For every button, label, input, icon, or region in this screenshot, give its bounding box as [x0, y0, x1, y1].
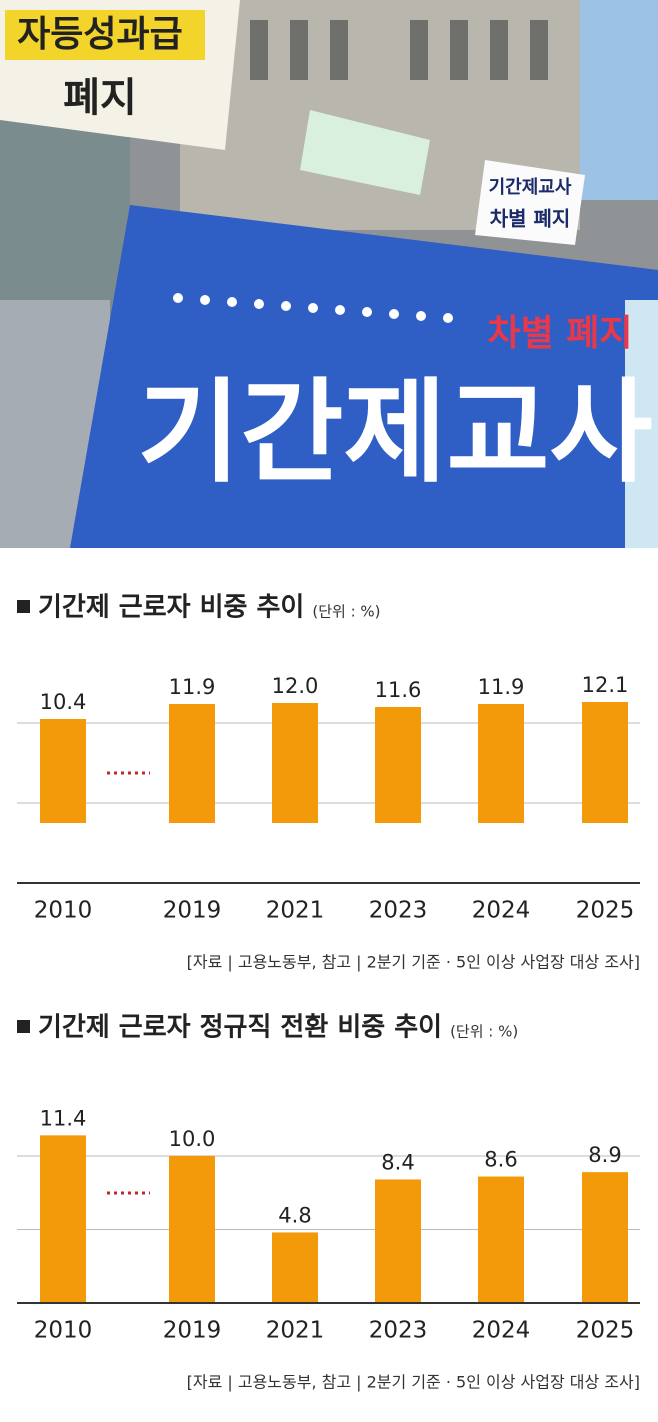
title-marker	[17, 600, 30, 613]
bar	[272, 703, 318, 823]
bar	[169, 1155, 215, 1303]
chart-title: 기간제 근로자 비중 추이	[38, 593, 304, 623]
x-tick-label: 2021	[266, 1318, 325, 1344]
sign-center	[300, 110, 430, 195]
value-label: 11.4	[40, 1106, 87, 1130]
value-label: 8.4	[381, 1150, 414, 1174]
bar	[478, 704, 524, 823]
unit: (단위 : %)	[450, 1023, 518, 1041]
x-tick-label: 2025	[576, 898, 635, 924]
value-label: 12.0	[272, 674, 319, 698]
banner-panel	[625, 300, 658, 548]
bar	[582, 702, 628, 823]
chart-title: 기간제 근로자 정규직 전환 비중 추이	[38, 1013, 442, 1043]
x-tick-label: 2010	[34, 1318, 93, 1344]
x-tick-label: 2023	[369, 1318, 428, 1344]
bar	[40, 719, 86, 823]
value-label: 10.0	[169, 1127, 216, 1151]
banner-text: 기간제교사	[137, 368, 652, 498]
bar	[478, 1176, 524, 1303]
x-tick-label: 2025	[576, 1318, 635, 1344]
chart: 기간제 근로자 비중 추이 (단위 : %) 10.4 2010 11.9 2019 12.…	[17, 593, 640, 972]
value-label: 10.4	[40, 690, 87, 714]
building-windows	[250, 20, 548, 80]
value-label: 11.6	[375, 678, 422, 702]
sign-text: 기간제교사	[489, 177, 572, 198]
unit: (단위 : %)	[312, 603, 380, 621]
x-tick-label: 2023	[369, 898, 428, 924]
bar	[40, 1135, 86, 1303]
bar	[582, 1172, 628, 1303]
sign-text: 폐지	[63, 75, 137, 121]
bar	[169, 704, 215, 823]
bar	[375, 707, 421, 823]
chart: 기간제 근로자 정규직 전환 비중 추이 (단위 : %) 11.4 2010 10.0…	[17, 1013, 640, 1392]
value-label: 8.6	[484, 1148, 517, 1172]
sign-right	[475, 160, 585, 245]
x-tick-label: 2021	[266, 898, 325, 924]
x-tick-label: 2019	[163, 1318, 222, 1344]
sign-text: 자등성과급	[17, 14, 183, 55]
x-tick-label: 2024	[472, 898, 531, 924]
banner	[70, 205, 658, 548]
title-marker	[17, 1020, 30, 1033]
value-label: 4.8	[278, 1203, 311, 1227]
x-tick-label: 2019	[163, 898, 222, 924]
photo: 기간제교사 차별 폐지 자등성과급 폐지 기간제교사 차별 폐지	[0, 0, 658, 548]
x-tick-label: 2024	[472, 1318, 531, 1344]
banner-dots	[173, 293, 453, 323]
bar	[375, 1179, 421, 1303]
value-label: 12.1	[582, 673, 629, 697]
x-tick-label: 2010	[34, 898, 93, 924]
sign-text: 차별 폐지	[490, 207, 571, 231]
value-label: 8.9	[588, 1143, 621, 1167]
bar	[272, 1232, 318, 1303]
source-note: [자료 | 고용노동부, 참고 | 2분기 기준 · 5인 이상 사업장 대상 …	[187, 953, 640, 972]
value-label: 11.9	[478, 675, 525, 699]
sign-highlight	[5, 10, 205, 60]
banner-sub: 차별 폐지	[487, 313, 632, 354]
source-note: [자료 | 고용노동부, 참고 | 2분기 기준 · 5인 이상 사업장 대상 …	[187, 1373, 640, 1392]
value-label: 11.9	[169, 675, 216, 699]
